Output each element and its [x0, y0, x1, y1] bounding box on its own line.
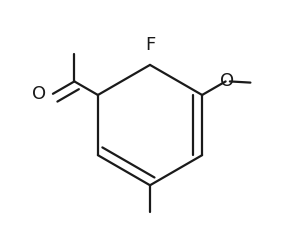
Text: O: O [32, 85, 46, 103]
Text: F: F [145, 36, 155, 54]
Text: O: O [220, 72, 234, 90]
